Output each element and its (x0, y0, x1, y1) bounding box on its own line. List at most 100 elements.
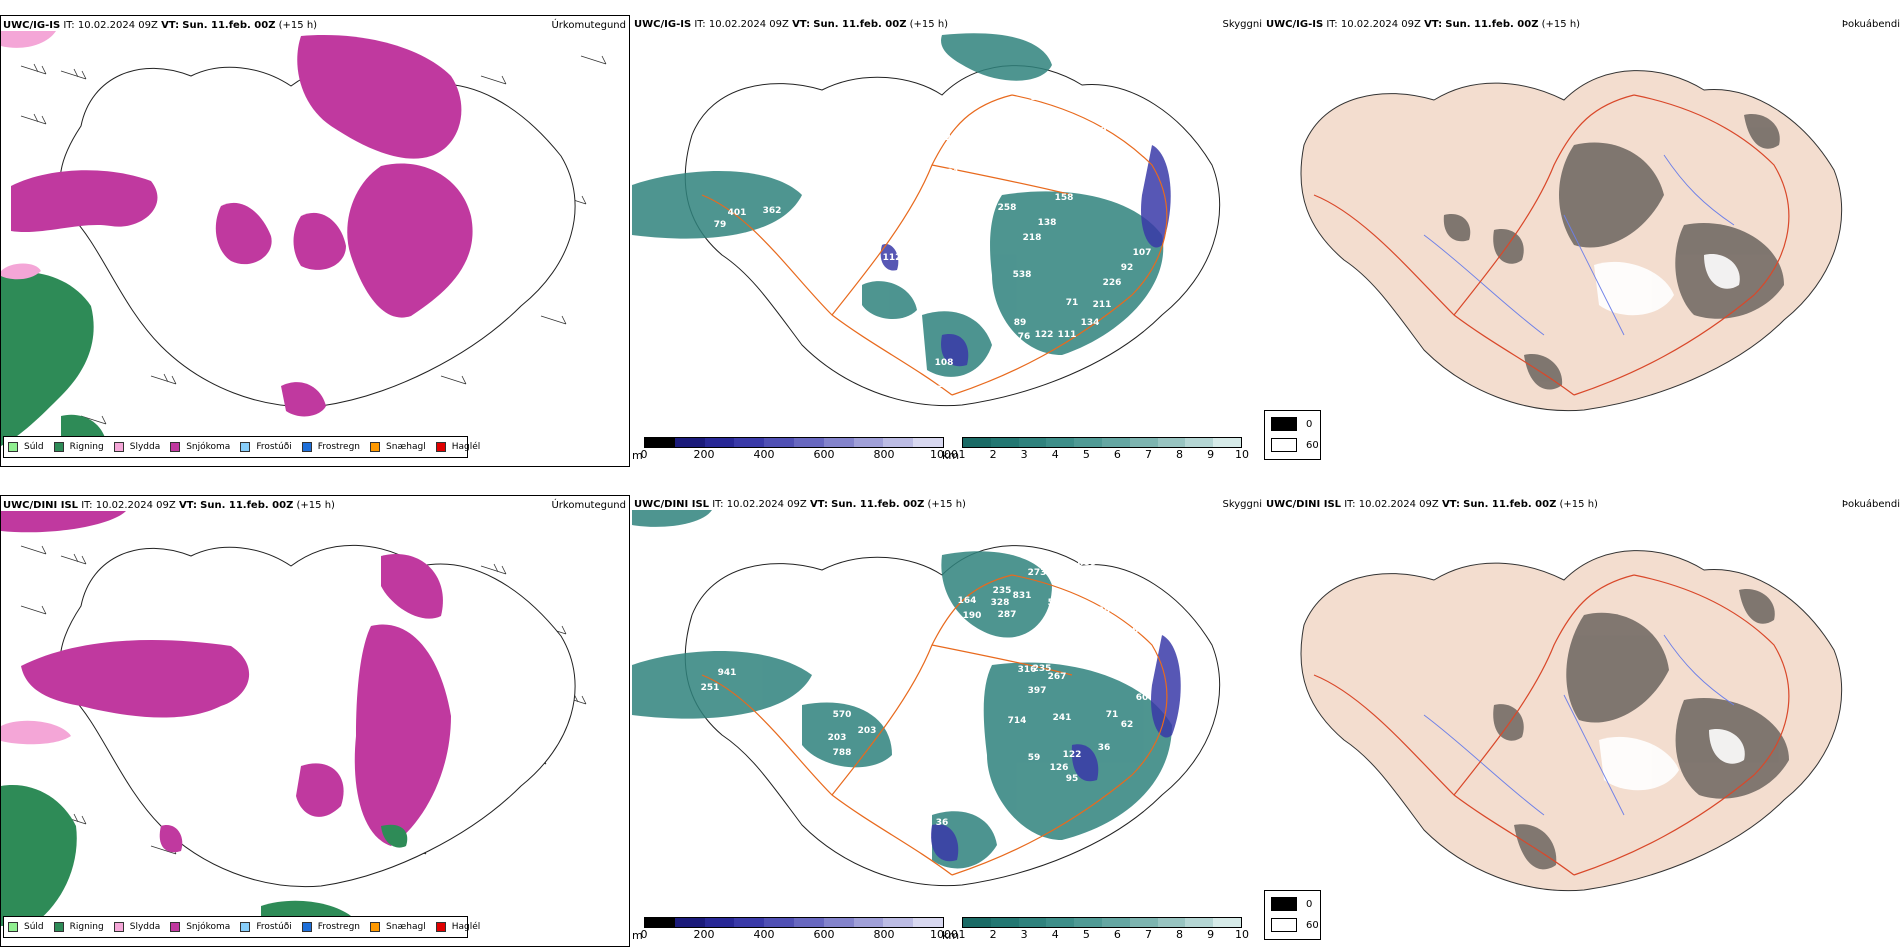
value-label: 21 (774, 818, 787, 828)
value-label: 601 (1098, 621, 1117, 631)
panel-title: Skyggni (1222, 499, 1262, 510)
snow-areas (21, 554, 451, 853)
value-label: 273 (1028, 568, 1047, 578)
value-label: 211 (1093, 300, 1112, 310)
fog-white (1599, 729, 1745, 791)
value-label: 89 (1014, 318, 1027, 328)
value-label: 241 (1053, 713, 1072, 723)
value-label: 333 (1058, 650, 1077, 660)
visibility-value-labels: 401 362 79 203 112 209 364 602 539 315 2… (714, 88, 1152, 400)
value-label: 714 (1008, 716, 1027, 726)
value-label: 613 (985, 186, 1004, 196)
snow-areas (11, 35, 473, 417)
precip-type-panel-row1: UWC/IG-IS IT: 10.02.2024 09Z VT: Sun. 11… (0, 15, 630, 467)
panel-header: UWC/IG-IS IT: 10.02.2024 09Z VT: Sun. 11… (3, 20, 317, 31)
it-label: IT: (63, 20, 75, 31)
value-label: 194 (1088, 591, 1107, 601)
precip-type-map (1, 31, 607, 446)
legend-item: Snjókoma (170, 922, 230, 932)
iceland-outline (59, 544, 576, 888)
value-label: 59 (1028, 753, 1041, 763)
panel-header: UWC/IG-IS IT: 10.02.2024 09Z VT: Sun. 11… (634, 19, 949, 30)
visibility-map: 941 251 570 20 203 203 788 69 164 190 23… (632, 510, 1221, 887)
value-label: 258 (998, 203, 1017, 213)
vt-label: VT: (161, 20, 180, 31)
value-label: 328 (991, 598, 1010, 608)
value-label: 256 (1098, 606, 1117, 616)
legend-item: Súld (8, 442, 44, 452)
value-label: 126 (1050, 763, 1069, 773)
value-label: 191 (941, 168, 960, 178)
road-network (1313, 94, 1790, 396)
fog-shading (1493, 589, 1789, 870)
value-label: 218 (1023, 233, 1042, 243)
value-label: 112 (883, 253, 902, 263)
value-label: 602 (1003, 100, 1022, 110)
value-label: 71 (1066, 298, 1079, 308)
value-label: 329 (1048, 628, 1067, 638)
legend-item: Snjókoma (170, 442, 230, 452)
panel-title: Úrkomutegund (551, 20, 626, 31)
fog-panel-row1: UWC/IG-IS IT: 10.02.2024 09Z VT: Sun. 11… (1264, 15, 1900, 467)
value-label: 96 (1126, 626, 1139, 636)
precip-legend: Súld Rigning Slydda Snjókoma Frostúði Fr… (3, 436, 480, 458)
sleet-area (1, 720, 71, 745)
fog-panel-row2: UWC/DINI ISL IT: 10.02.2024 09Z VT: Sun.… (1264, 495, 1900, 947)
panel-header: UWC/DINI ISL IT: 10.02.2024 09Z VT: Sun.… (3, 500, 335, 511)
panel-header: UWC/IG-IS IT: 10.02.2024 09Z VT: Sun. 11… (1266, 19, 1581, 30)
legend-item: Frostregn (301, 442, 360, 452)
value-label: 69 (944, 706, 957, 716)
value-label: 451 (983, 160, 1002, 170)
legend-item: Frostúði (240, 442, 292, 452)
iceland-land (1300, 550, 1843, 892)
value-label: 271 (1003, 638, 1022, 648)
value-label: 831 (1013, 591, 1032, 601)
legend-item: Haglél (435, 922, 480, 932)
value-label: 71 (1106, 710, 1119, 720)
value-label: 241 (983, 320, 1002, 330)
value-label: 267 (1048, 672, 1067, 682)
value-label: 508 (1048, 598, 1067, 608)
value-label: 209 (943, 113, 962, 123)
value-label: 111 (1058, 330, 1077, 340)
value-label: 160 (953, 148, 972, 158)
value-label: 77 (914, 788, 927, 798)
panel-title: Þokuábendi (1841, 19, 1900, 30)
panel-title: Skyggni (1222, 19, 1262, 30)
road-network (701, 94, 1168, 396)
legend-item: Rigning (53, 922, 104, 932)
visibility-colorbar-km: 1 2 3 4 5 6 7 8 9 10 km (942, 437, 1249, 462)
legend-item: Snæhagl (370, 922, 426, 932)
panel-title: Þokuábendi (1841, 499, 1900, 510)
value-label: 106 (1118, 163, 1137, 173)
value-label: 158 (1055, 193, 1074, 203)
visibility-panel-row2: 941 251 570 20 203 203 788 69 164 190 23… (632, 495, 1262, 947)
value-label: 251 (701, 683, 720, 693)
rivers (1423, 154, 1735, 336)
very-low-visibility-areas (880, 145, 1171, 367)
low-visibility-areas (632, 33, 1164, 377)
lead-time: (+15 h) (278, 20, 318, 31)
legend-item: Rigning (53, 442, 104, 452)
value-label: 164 (958, 596, 977, 606)
panel-header: UWC/DINI ISL IT: 10.02.2024 09Z VT: Sun.… (634, 499, 966, 510)
value-label: 235 (1033, 664, 1052, 674)
value-label: 401 (728, 208, 747, 218)
value-label: 538 (1013, 270, 1032, 280)
fog-index-map (1300, 550, 1843, 892)
value-label: 436 (973, 148, 992, 158)
value-label: 138 (1038, 218, 1057, 228)
value-label: 287 (998, 610, 1017, 620)
sleet-area (1, 263, 41, 280)
value-label: 17 (1126, 673, 1139, 683)
init-time: 10.02.2024 09Z (77, 20, 158, 31)
precip-legend: Súld Rigning Slydda Snjókoma Frostúði Fr… (3, 916, 480, 938)
value-label: 788 (833, 748, 852, 758)
road-network (701, 574, 1168, 876)
legend-item: Slydda (113, 442, 160, 452)
value-label: 142 (1088, 170, 1107, 180)
value-label: 108 (935, 358, 954, 368)
value-label: 31 (968, 238, 981, 248)
value-label: 62 (1121, 720, 1134, 730)
value-label: 252 (938, 792, 957, 802)
